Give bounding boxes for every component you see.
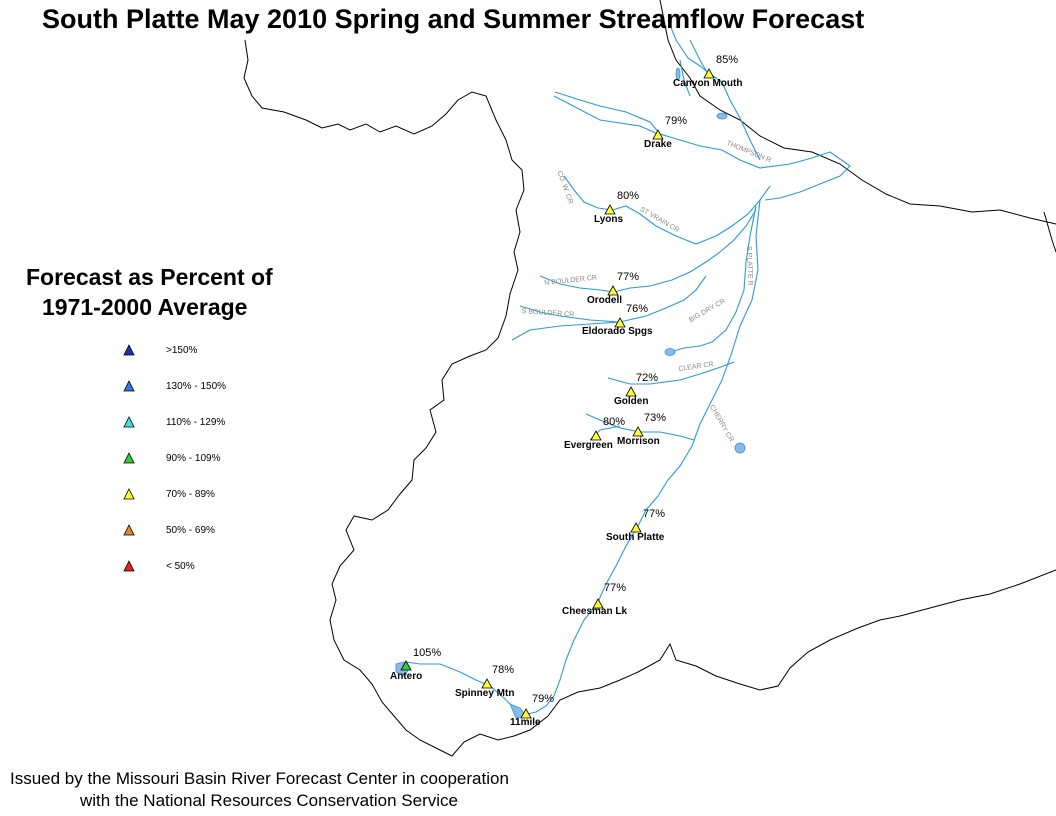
- legend-item: 90% - 109%: [122, 451, 220, 465]
- station-percent: 77%: [604, 582, 627, 594]
- station-marker[interactable]: [592, 598, 604, 609]
- station-marker[interactable]: [652, 129, 664, 140]
- basin-boundary-north: [659, 0, 1056, 225]
- legend-item: 50% - 69%: [122, 523, 215, 537]
- station-name: Antero: [390, 671, 423, 682]
- legend-item-label: 110% - 129%: [166, 416, 226, 428]
- station-marker[interactable]: [590, 430, 602, 441]
- triangle-icon: [123, 416, 135, 428]
- station-percent: 85%: [716, 54, 739, 66]
- footer-line2: with the National Resources Conservation…: [80, 791, 458, 810]
- station-marker[interactable]: [604, 204, 616, 215]
- lakes: [395, 67, 746, 719]
- footer-line1: Issued by the Missouri Basin River Forec…: [10, 769, 509, 788]
- triangle-icon: [123, 560, 135, 572]
- station-marker[interactable]: [400, 660, 412, 671]
- legend-item-label: 70% - 89%: [166, 488, 215, 500]
- map-title: South Platte May 2010 Spring and Summer …: [42, 4, 865, 34]
- legend-item-label: >150%: [166, 344, 198, 356]
- river-label: S PLATTE R: [745, 246, 754, 286]
- station-name: Spinney Mtn: [455, 688, 515, 699]
- legend-title: Forecast as Percent of 1971-2000 Average: [26, 262, 273, 322]
- station-marker[interactable]: [614, 317, 626, 328]
- station-percent: 73%: [644, 412, 667, 424]
- legend-item-label: 90% - 109%: [166, 452, 221, 464]
- station-name: Drake: [644, 139, 672, 150]
- station-marker[interactable]: [607, 285, 619, 296]
- legend-title-line1: Forecast as Percent of: [26, 264, 273, 290]
- station-percent: 79%: [665, 115, 688, 127]
- station-percent: 79%: [532, 693, 555, 705]
- station-name: Orodell: [587, 295, 623, 306]
- station-markers: [400, 68, 715, 719]
- triangle-icon: [123, 524, 135, 536]
- triangle-icon: [123, 344, 135, 356]
- river-network: [405, 19, 851, 715]
- station-name: Morrison: [617, 436, 660, 447]
- triangle-icon: [123, 380, 135, 392]
- station-marker[interactable]: [703, 68, 715, 79]
- station-percent: 72%: [636, 372, 659, 384]
- station-percent: 105%: [413, 647, 442, 659]
- legend-item: 110% - 129%: [122, 415, 225, 429]
- station-marker[interactable]: [632, 426, 644, 437]
- station-percent: 77%: [643, 508, 666, 520]
- station-percent: 80%: [617, 190, 640, 202]
- legend-item-label: < 50%: [166, 560, 195, 572]
- legend-item-label: 50% - 69%: [166, 524, 215, 536]
- station-name: Cheesman Lk: [562, 606, 628, 617]
- triangle-icon: [123, 452, 135, 464]
- legend-title-line2: 1971-2000 Average: [42, 294, 248, 320]
- basin-boundary-east: [1043, 211, 1056, 253]
- station-marker[interactable]: [481, 678, 493, 689]
- station-name: Canyon Mouth: [673, 78, 743, 89]
- station-name: 11mile: [510, 717, 541, 728]
- legend-item: >150%: [122, 343, 197, 357]
- station-marker[interactable]: [520, 708, 532, 719]
- legend-item: 130% - 150%: [122, 379, 226, 393]
- station-name: Eldorado Spgs: [582, 326, 653, 337]
- station-percent: 80%: [603, 416, 626, 428]
- station-marker[interactable]: [625, 386, 637, 397]
- triangle-icon: [123, 488, 135, 500]
- footer: Issued by the Missouri Basin River Forec…: [10, 768, 509, 812]
- station-percent: 76%: [626, 303, 649, 315]
- station-percent: 78%: [492, 664, 515, 676]
- station-name: Lyons: [594, 214, 624, 225]
- station-name: South Platte: [606, 532, 665, 543]
- station-marker[interactable]: [630, 522, 642, 533]
- station-percent: 77%: [617, 271, 640, 283]
- station-name: Evergreen: [564, 440, 613, 451]
- legend-item-label: 130% - 150%: [166, 380, 227, 392]
- legend-item: < 50%: [122, 559, 195, 573]
- station-name: Golden: [614, 396, 649, 407]
- basin-boundary: [243, 39, 1056, 757]
- legend-item: 70% - 89%: [122, 487, 215, 501]
